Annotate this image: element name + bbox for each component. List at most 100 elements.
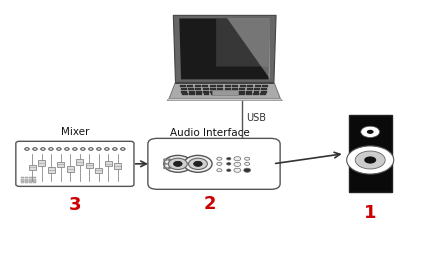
- Circle shape: [163, 163, 166, 165]
- Circle shape: [168, 163, 171, 165]
- Bar: [349, 115, 392, 192]
- Bar: [21, 181, 24, 183]
- Bar: [21, 179, 24, 181]
- Bar: [260, 93, 266, 95]
- Bar: [232, 91, 238, 93]
- Bar: [67, 166, 74, 172]
- Bar: [232, 88, 238, 90]
- Bar: [217, 85, 223, 87]
- Polygon shape: [179, 18, 270, 79]
- Bar: [210, 85, 216, 87]
- Bar: [247, 85, 253, 87]
- Bar: [114, 163, 121, 169]
- Text: 1: 1: [364, 204, 377, 221]
- Bar: [57, 162, 64, 167]
- Circle shape: [355, 151, 385, 169]
- Bar: [211, 93, 216, 95]
- Bar: [254, 88, 260, 90]
- Bar: [29, 179, 32, 181]
- Bar: [105, 161, 112, 166]
- Circle shape: [244, 157, 250, 160]
- Circle shape: [364, 156, 376, 164]
- Circle shape: [244, 168, 250, 172]
- Bar: [239, 93, 244, 95]
- Bar: [188, 88, 194, 90]
- Circle shape: [163, 155, 192, 172]
- Bar: [203, 88, 209, 90]
- Bar: [181, 88, 187, 90]
- Bar: [261, 91, 267, 93]
- Bar: [247, 88, 253, 90]
- Circle shape: [168, 159, 171, 161]
- Bar: [203, 91, 209, 93]
- Bar: [210, 91, 216, 93]
- Bar: [33, 177, 36, 178]
- Text: 2: 2: [203, 195, 216, 213]
- Circle shape: [227, 157, 231, 160]
- Bar: [95, 168, 102, 173]
- Bar: [210, 88, 216, 90]
- Polygon shape: [227, 18, 270, 79]
- Bar: [239, 91, 245, 93]
- Circle shape: [188, 158, 207, 169]
- Text: 3: 3: [68, 196, 81, 214]
- Circle shape: [168, 167, 171, 169]
- Bar: [29, 165, 36, 170]
- Circle shape: [234, 162, 241, 166]
- Bar: [181, 91, 187, 93]
- Circle shape: [361, 126, 380, 137]
- Bar: [253, 93, 259, 95]
- Bar: [239, 88, 245, 90]
- Circle shape: [234, 157, 241, 161]
- Bar: [180, 85, 186, 87]
- Bar: [217, 88, 223, 90]
- Circle shape: [234, 168, 241, 172]
- Polygon shape: [216, 18, 270, 67]
- Circle shape: [367, 130, 374, 134]
- Circle shape: [227, 163, 231, 165]
- Circle shape: [163, 159, 166, 161]
- Bar: [218, 93, 223, 95]
- Bar: [25, 177, 28, 178]
- Circle shape: [173, 161, 182, 166]
- Bar: [255, 85, 261, 87]
- Bar: [246, 93, 252, 95]
- Bar: [225, 93, 230, 95]
- FancyBboxPatch shape: [16, 141, 134, 186]
- Polygon shape: [175, 82, 274, 84]
- Circle shape: [193, 161, 202, 166]
- Bar: [225, 91, 231, 93]
- Polygon shape: [167, 99, 282, 101]
- Bar: [204, 93, 209, 95]
- Bar: [253, 91, 259, 93]
- Bar: [195, 88, 201, 90]
- Bar: [29, 181, 32, 183]
- Polygon shape: [169, 82, 280, 99]
- Bar: [217, 91, 223, 93]
- Circle shape: [244, 162, 250, 165]
- Circle shape: [217, 169, 222, 172]
- Bar: [29, 177, 32, 178]
- Bar: [21, 177, 24, 178]
- Bar: [196, 91, 202, 93]
- Bar: [196, 93, 202, 95]
- Bar: [195, 85, 201, 87]
- Circle shape: [347, 146, 394, 174]
- Bar: [189, 93, 195, 95]
- FancyBboxPatch shape: [148, 138, 280, 189]
- Bar: [38, 160, 45, 166]
- Bar: [187, 85, 193, 87]
- Circle shape: [227, 169, 231, 172]
- Bar: [262, 88, 268, 90]
- Bar: [247, 91, 252, 93]
- Circle shape: [163, 167, 166, 169]
- Bar: [212, 90, 238, 95]
- Bar: [48, 167, 55, 173]
- Circle shape: [217, 162, 222, 165]
- Circle shape: [184, 155, 212, 172]
- Bar: [76, 159, 83, 165]
- Bar: [25, 181, 28, 183]
- Bar: [25, 179, 28, 181]
- Bar: [86, 163, 92, 168]
- Text: Mixer: Mixer: [61, 127, 89, 137]
